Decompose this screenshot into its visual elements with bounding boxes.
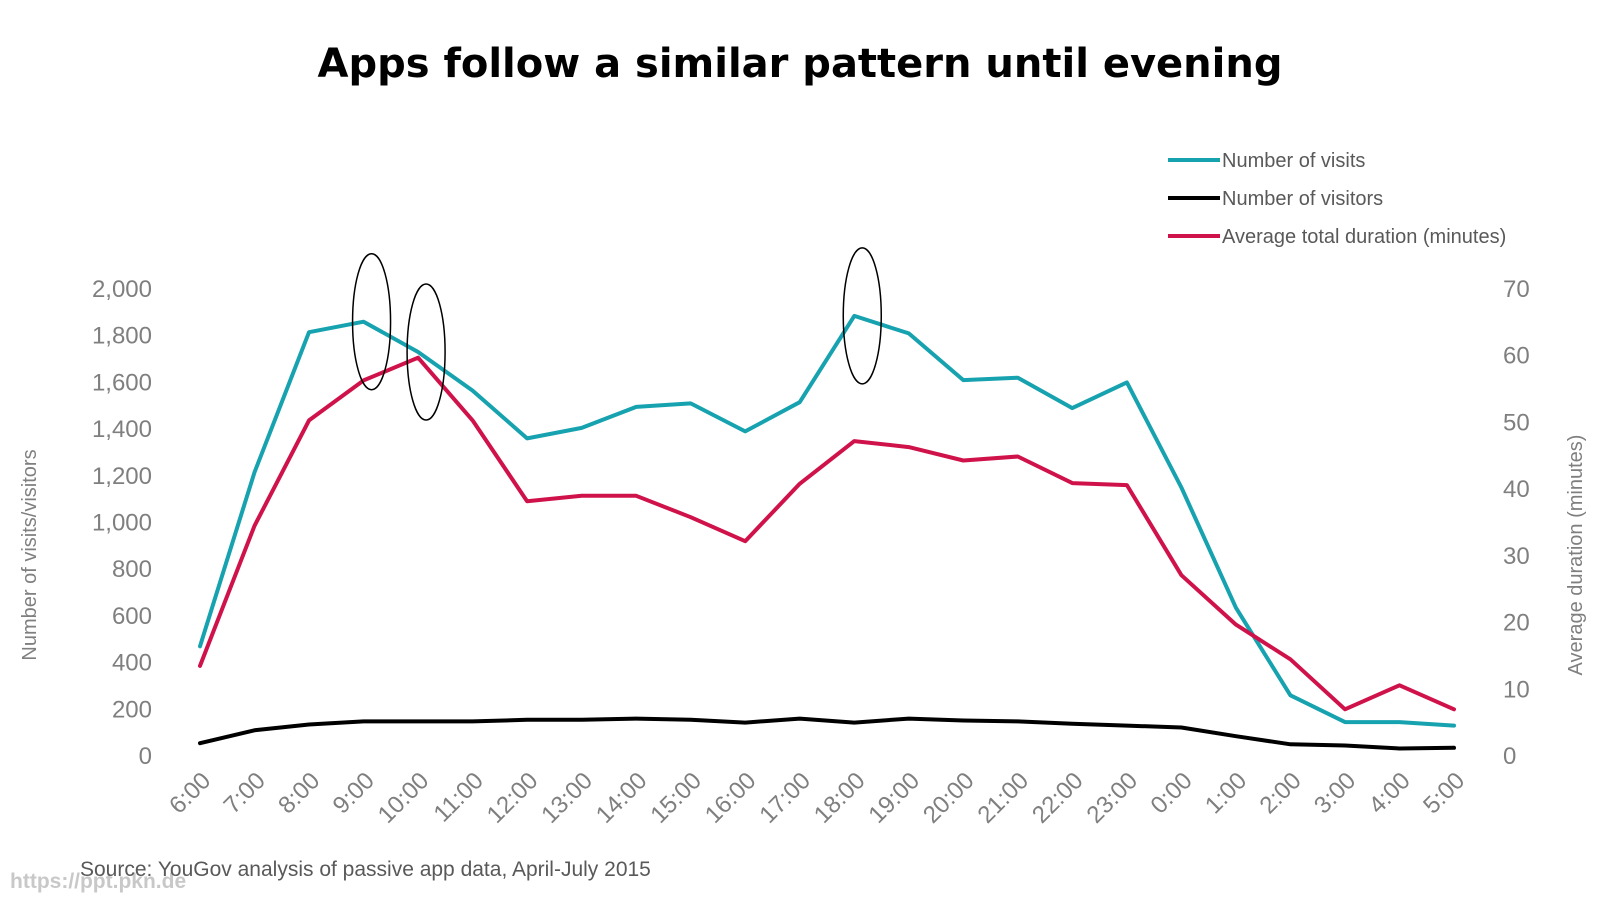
legend: Number of visits Number of visitors Averag… bbox=[1168, 150, 1506, 248]
y-tick-label: 1,800 bbox=[92, 323, 152, 350]
x-tick-label: 0:00 bbox=[1146, 767, 1198, 819]
source-note: Source: YouGov analysis of passive app d… bbox=[80, 858, 651, 881]
y-axis-right: 0 10 20 30 40 50 60 70 bbox=[1503, 276, 1530, 770]
y-tick-label: 2,000 bbox=[92, 276, 152, 303]
y2-axis-label: Average duration (minutes) bbox=[1565, 435, 1587, 676]
x-tick-label: 11:00 bbox=[429, 767, 489, 827]
x-tick-label: 7:00 bbox=[219, 767, 271, 819]
x-tick-label: 1:00 bbox=[1200, 767, 1252, 819]
y-tick-label: 400 bbox=[112, 650, 152, 677]
x-tick-label: 12:00 bbox=[482, 767, 544, 829]
x-tick-label: 20:00 bbox=[918, 767, 980, 829]
y2-tick-label: 10 bbox=[1503, 676, 1530, 703]
highlight-ellipse-0 bbox=[351, 252, 392, 391]
y2-tick-label: 60 bbox=[1503, 343, 1530, 370]
x-tick-label: 5:00 bbox=[1418, 767, 1470, 819]
y-axis-left: 0 200 400 600 800 1,000 1,200 1,400 1,600 1,800 2,… bbox=[92, 276, 152, 770]
x-axis: 6:00 7:00 8:00 9:0010:0011:0012:0013:0014:0… bbox=[164, 767, 1470, 829]
y-tick-label: 1,600 bbox=[92, 369, 152, 396]
x-tick-label: 21:00 bbox=[973, 767, 1035, 829]
x-tick-label: 13:00 bbox=[536, 767, 598, 829]
x-tick-label: 8:00 bbox=[273, 767, 325, 819]
y2-tick-label: 70 bbox=[1503, 276, 1530, 303]
y-tick-label: 0 bbox=[139, 743, 152, 770]
legend-label: Average total duration (minutes) bbox=[1222, 226, 1506, 248]
y2-tick-label: 0 bbox=[1503, 743, 1516, 770]
y2-tick-label: 50 bbox=[1503, 409, 1530, 436]
series-layer bbox=[198, 313, 1456, 751]
y2-tick-label: 30 bbox=[1503, 543, 1530, 570]
x-tick-label: 6:00 bbox=[164, 767, 216, 819]
y-tick-label: 200 bbox=[112, 696, 152, 723]
x-tick-label: 16:00 bbox=[700, 767, 762, 829]
x-tick-label: 3:00 bbox=[1309, 767, 1361, 819]
x-tick-label: 19:00 bbox=[863, 767, 925, 829]
y-tick-label: 1,200 bbox=[92, 463, 152, 490]
y-axis-label: Number of visits/visitors bbox=[19, 449, 41, 660]
series-line-0 bbox=[198, 313, 1456, 728]
chart-title: Apps follow a similar pattern until even… bbox=[318, 41, 1283, 87]
highlight-ellipse-1 bbox=[406, 283, 446, 421]
x-tick-label: 4:00 bbox=[1364, 767, 1416, 819]
y-tick-label: 600 bbox=[112, 603, 152, 630]
x-tick-label: 2:00 bbox=[1255, 767, 1307, 819]
y2-tick-label: 40 bbox=[1503, 476, 1530, 503]
series-line-2 bbox=[198, 355, 1456, 712]
y2-tick-label: 20 bbox=[1503, 610, 1530, 637]
y-tick-label: 1,400 bbox=[92, 416, 152, 443]
x-tick-label: 10:00 bbox=[373, 767, 435, 829]
legend-label: Number of visits bbox=[1222, 150, 1365, 172]
x-tick-label: 14:00 bbox=[591, 767, 653, 829]
x-tick-label: 22:00 bbox=[1027, 767, 1089, 829]
y-tick-label: 1,000 bbox=[92, 510, 152, 537]
y-tick-label: 800 bbox=[112, 556, 152, 583]
legend-label: Number of visitors bbox=[1222, 188, 1383, 210]
x-tick-label: 23:00 bbox=[1082, 767, 1144, 829]
x-tick-label: 15:00 bbox=[645, 767, 707, 829]
series-line-1 bbox=[198, 716, 1456, 751]
annotation-layer bbox=[351, 247, 883, 421]
watermark: https://ppt.pkn.de bbox=[10, 870, 186, 893]
x-tick-label: 17:00 bbox=[754, 767, 816, 829]
x-tick-label: 18:00 bbox=[809, 767, 871, 829]
highlight-ellipse-2 bbox=[842, 247, 883, 385]
x-tick-label: 9:00 bbox=[328, 767, 380, 819]
